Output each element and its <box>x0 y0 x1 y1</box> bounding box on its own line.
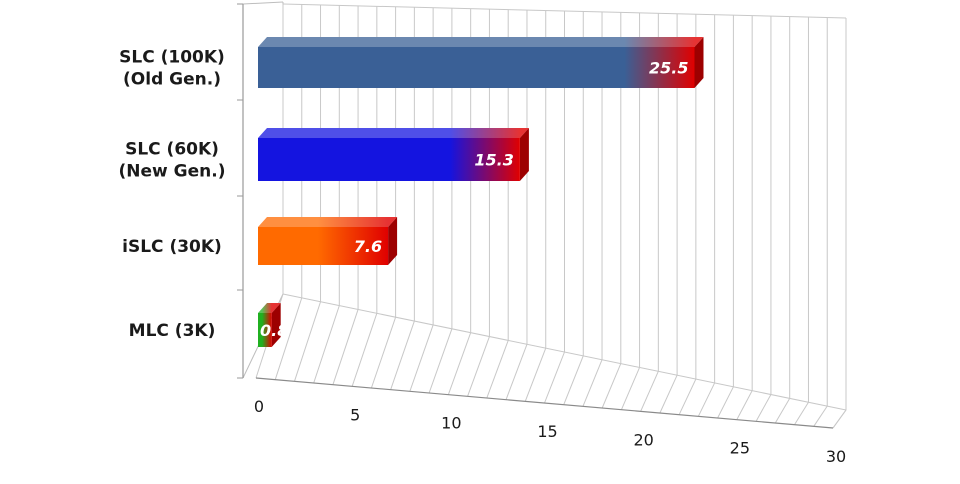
floor-gridline <box>313 305 340 384</box>
bar-top-face <box>258 303 281 313</box>
floor-gridline <box>274 297 303 380</box>
bar-front-face <box>258 227 389 265</box>
data-label: 25.5 <box>649 59 688 78</box>
floor-gridline <box>601 363 622 409</box>
x-tick-label: 30 <box>826 447 846 466</box>
floor-gridline <box>293 301 322 382</box>
category-label: SLC (60K) <box>125 140 219 160</box>
axes <box>237 3 834 429</box>
bar <box>258 303 281 347</box>
x-tick-label: 25 <box>730 439 750 458</box>
x-axis-line <box>255 377 834 429</box>
floor-gridline <box>678 378 697 415</box>
floor-gridline <box>467 336 490 397</box>
bar-front-face <box>258 313 272 347</box>
floor-gridline <box>428 328 453 394</box>
floor-gridline <box>620 367 641 410</box>
floor-gridline <box>390 320 415 390</box>
data-label: 7.6 <box>354 237 382 256</box>
bar-side-face <box>388 217 398 265</box>
category-label: (New Gen.) <box>119 162 226 182</box>
bars <box>258 37 704 347</box>
floor-gridline <box>447 332 472 395</box>
x-tick-label: 5 <box>350 405 360 424</box>
labels: 0 5 10 15 20 25 30 25.5 SLC (100K)(Old Gen.) 15.3… <box>119 48 847 467</box>
bar <box>258 217 398 265</box>
category-label: MLC (3K) <box>129 321 216 341</box>
floor-gridline <box>505 344 528 400</box>
floor-gridline <box>659 374 678 414</box>
floor-gridline <box>697 382 716 417</box>
floor-gridline <box>640 371 659 412</box>
bar-front-face <box>258 47 695 88</box>
floor-gridline <box>370 317 397 389</box>
bar <box>258 128 529 181</box>
floor-gridline <box>582 359 603 407</box>
bar-front-face <box>258 138 520 181</box>
x-tick-label: 20 <box>633 430 653 449</box>
bar-side-face <box>694 37 704 88</box>
floor-gridline <box>332 309 359 385</box>
x-tick-label: 15 <box>537 422 557 441</box>
bar-side-face <box>519 128 529 181</box>
floor-gridline <box>755 394 772 422</box>
floor-gridline <box>409 324 434 392</box>
floor-gridline <box>717 386 734 419</box>
bar-top-face <box>258 128 529 138</box>
x-tick-label: 10 <box>441 414 461 433</box>
bar-top-face <box>258 37 704 47</box>
floor-gridline <box>736 390 753 420</box>
floor-gridline <box>794 402 809 425</box>
bar <box>258 37 704 88</box>
category-label: (Old Gen.) <box>123 70 221 90</box>
floor-gridline <box>351 313 378 387</box>
floor-gridline <box>774 398 791 424</box>
bar-side-face <box>271 303 281 347</box>
data-label: 0.8 <box>260 321 288 340</box>
x-tick-label: 0 <box>254 397 264 416</box>
floor-gridline <box>813 405 828 427</box>
bar-top-face <box>258 217 398 227</box>
category-label: iSLC (30K) <box>122 237 222 257</box>
floor-gridline <box>486 340 509 399</box>
floor-gridline <box>544 351 565 404</box>
floor-gridline <box>563 355 584 405</box>
category-label: SLC (100K) <box>119 48 225 68</box>
floor-gridline <box>524 347 547 402</box>
data-label: 15.3 <box>474 151 513 170</box>
